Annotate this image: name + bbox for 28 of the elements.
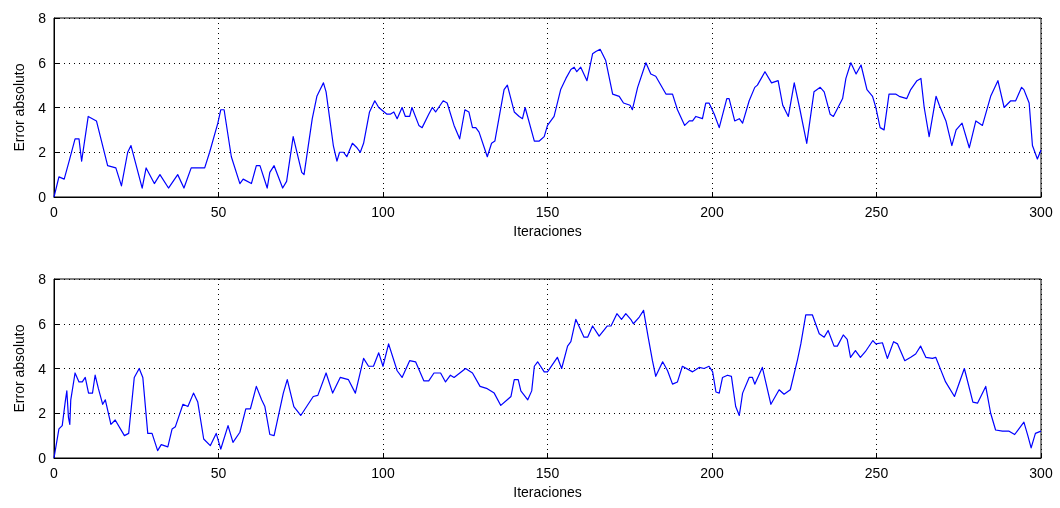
x-tick-label: 150 xyxy=(535,204,560,220)
x-tick-label: 250 xyxy=(864,204,889,220)
x-tick-label: 150 xyxy=(535,465,560,481)
x-tick-label: 200 xyxy=(700,465,724,481)
x-tick-label: 100 xyxy=(371,204,395,220)
x-tick-label: 0 xyxy=(50,465,59,481)
y-axis-title: Error absoluto xyxy=(11,63,27,152)
y-tick-label: 0 xyxy=(38,189,47,205)
y-tick-label: 8 xyxy=(38,271,47,287)
x-tick-label: 300 xyxy=(1029,204,1053,220)
y-tick-label: 6 xyxy=(38,315,47,332)
x-tick-label: 50 xyxy=(210,465,227,481)
x-tick-label: 0 xyxy=(50,204,59,220)
x-axis-title: Iteraciones xyxy=(513,483,582,500)
y-tick-label: 8 xyxy=(38,10,47,26)
x-axis-title: Iteraciones xyxy=(513,222,582,239)
x-tick-label: 50 xyxy=(210,204,227,220)
x-tick-label: 200 xyxy=(700,204,724,220)
y-tick-label: 4 xyxy=(38,99,47,116)
x-tick-label: 250 xyxy=(864,465,889,481)
y-tick-label: 2 xyxy=(38,405,47,422)
x-tick-label: 300 xyxy=(1029,465,1053,481)
y-axis-title: Error absoluto xyxy=(11,324,27,413)
y-tick-label: 0 xyxy=(38,450,47,466)
y-tick-label: 2 xyxy=(38,144,47,161)
y-tick-label: 6 xyxy=(38,54,47,71)
x-tick-label: 100 xyxy=(371,465,395,481)
y-tick-label: 4 xyxy=(38,360,47,377)
